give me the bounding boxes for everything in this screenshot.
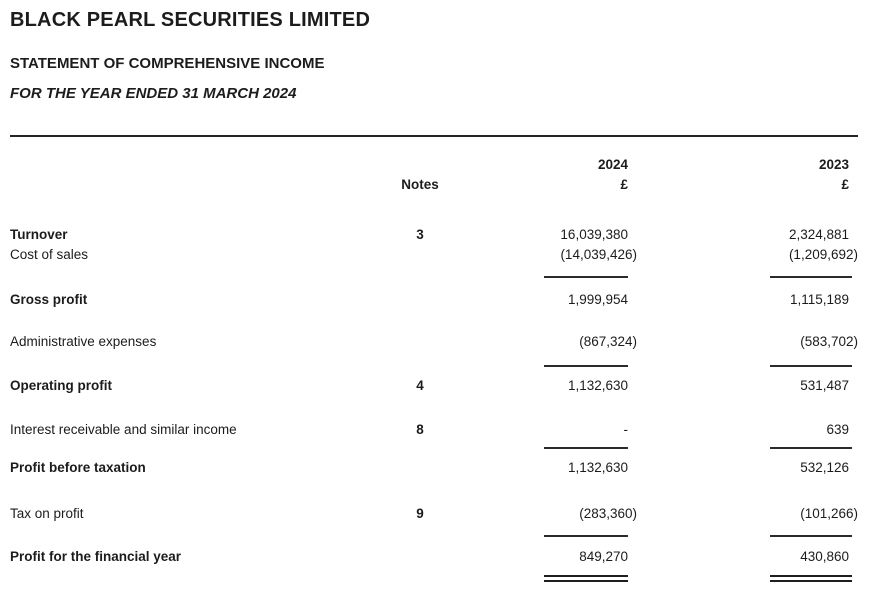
row-value-2023: 430,860: [800, 549, 849, 564]
rule-line-2023: [770, 276, 852, 278]
rule-line-2024: [544, 276, 628, 278]
notes-column-header: Notes: [370, 155, 470, 195]
table-row-cost-of-sales: Cost of sales (14,039,426) (1,209,692): [10, 245, 858, 265]
row-note: [370, 245, 470, 265]
rule-line-2023: [770, 447, 852, 449]
row-value-2024: 1,999,954: [567, 292, 628, 307]
row-value-2023: (583,702): [800, 334, 858, 349]
income-statement-table: Notes 2024 £ 2023 £ Turnover 3 16,039,38…: [10, 155, 858, 582]
row-value-2024: 16,039,380: [560, 227, 628, 242]
double-rule-2023: [770, 575, 852, 582]
currency-2023-label: £: [841, 177, 849, 192]
subtotal-rule: [10, 447, 858, 449]
row-value-2023: 1,115,189: [789, 292, 849, 307]
year-2023-label: 2023: [818, 157, 849, 172]
row-value-2024: (283,360): [579, 506, 637, 521]
year-2023-column-header: 2023 £: [637, 155, 858, 195]
row-value-2024: (14,039,426): [560, 247, 637, 262]
row-note: 4: [416, 378, 424, 393]
row-note: [370, 458, 470, 478]
row-value-2023: 532,126: [800, 460, 849, 475]
row-label: Administrative expenses: [10, 334, 157, 349]
notes-header-label: Notes: [401, 177, 439, 192]
row-label: Gross profit: [10, 292, 88, 307]
row-label: Profit before taxation: [10, 460, 146, 475]
row-value-2023: 639: [826, 422, 849, 437]
year-2024-label: 2024: [597, 157, 628, 172]
rule-line-2024: [544, 447, 628, 449]
double-rule-2024: [544, 575, 628, 582]
rule-line-2023: [770, 365, 852, 367]
total-double-rule: [10, 575, 858, 582]
row-value-2024: -: [623, 422, 629, 437]
table-row-profit-for-financial-year: Profit for the financial year 849,270 43…: [10, 547, 858, 567]
row-note: 8: [416, 422, 424, 437]
row-value-2023: 2,324,881: [788, 227, 849, 242]
table-row-interest-receivable: Interest receivable and similar income 8…: [10, 420, 858, 440]
row-label: Interest receivable and similar income: [10, 422, 237, 437]
year-2024-column-header: 2024 £: [470, 155, 637, 195]
table-row-operating-profit: Operating profit 4 1,132,630 531,487: [10, 376, 858, 396]
currency-2024-label: £: [620, 177, 628, 192]
row-label: Operating profit: [10, 378, 112, 393]
table-row-administrative-expenses: Administrative expenses (867,324) (583,7…: [10, 332, 858, 352]
document-header: BLACK PEARL SECURITIES LIMITED STATEMENT…: [10, 8, 858, 137]
row-value-2024: 1,132,630: [567, 378, 628, 393]
row-value-2024: (867,324): [579, 334, 637, 349]
header-divider: [10, 135, 858, 137]
row-note: [370, 332, 470, 352]
row-value-2023: (1,209,692): [788, 247, 858, 262]
row-value-2023: (101,266): [800, 506, 858, 521]
rule-line-2023: [770, 535, 852, 537]
row-label: Profit for the financial year: [10, 549, 182, 564]
company-name: BLACK PEARL SECURITIES LIMITED: [10, 9, 371, 31]
label-column-header: [10, 155, 370, 195]
row-label: Turnover: [10, 227, 68, 242]
row-value-2024: 1,132,630: [567, 460, 628, 475]
statement-period: FOR THE YEAR ENDED 31 MARCH 2024: [10, 85, 297, 102]
statement-title: STATEMENT OF COMPREHENSIVE INCOME: [10, 55, 325, 72]
row-note: 9: [416, 506, 424, 521]
subtotal-rule: [10, 535, 858, 537]
table-row-turnover: Turnover 3 16,039,380 2,324,881: [10, 225, 858, 245]
row-note: [370, 547, 470, 567]
subtotal-rule: [10, 276, 858, 278]
subtotal-rule: [10, 365, 858, 367]
row-note: [370, 290, 470, 310]
table-row-gross-profit: Gross profit 1,999,954 1,115,189: [10, 290, 858, 310]
row-value-2024: 849,270: [579, 549, 628, 564]
row-value-2023: 531,487: [800, 378, 849, 393]
rule-line-2024: [544, 365, 628, 367]
row-label: Tax on profit: [10, 506, 84, 521]
rule-line-2024: [544, 535, 628, 537]
column-header-row: Notes 2024 £ 2023 £: [10, 155, 858, 195]
row-note: 3: [416, 227, 424, 242]
table-row-profit-before-taxation: Profit before taxation 1,132,630 532,126: [10, 458, 858, 478]
table-row-tax-on-profit: Tax on profit 9 (283,360) (101,266): [10, 504, 858, 524]
row-label: Cost of sales: [10, 247, 89, 262]
